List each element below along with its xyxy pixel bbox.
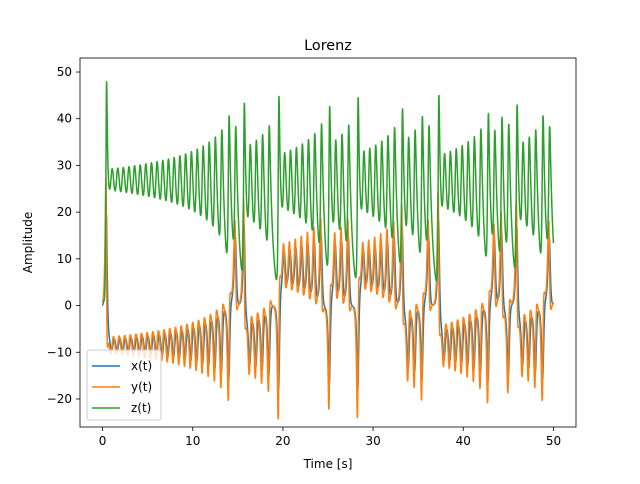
legend-box [86,349,162,421]
legend: x(t) y(t) z(t) [86,349,162,421]
y-tick-label: 10 [57,252,72,266]
y-tick-label: 20 [57,205,72,219]
y-axis-label: Amplitude [21,212,35,274]
x-axis-label: Time [s] [303,457,353,471]
series-line-z [101,81,555,303]
x-tick-label: 50 [546,434,561,448]
y-axis-ticks: −20 −10 0 10 20 30 40 50 [47,65,80,406]
y-tick-label: 0 [64,299,72,313]
y-tick-label: 50 [57,65,72,79]
y-tick-label: −20 [47,392,72,406]
series-line-y [101,177,555,420]
y-tick-label: 40 [57,112,72,126]
y-tick-label: −10 [47,345,72,359]
legend-label: x(t) [131,359,152,373]
x-tick-label: 0 [99,434,107,448]
x-tick-label: 20 [275,434,290,448]
legend-label: z(t) [131,401,151,415]
x-tick-label: 30 [365,434,380,448]
series-layer [101,81,555,420]
legend-label: y(t) [131,380,152,394]
x-tick-label: 10 [185,434,200,448]
x-axis-ticks: 0 10 20 30 40 50 [99,427,561,448]
plot-frame [79,57,577,428]
y-tick-label: 30 [57,158,72,172]
chart-title: Lorenz [304,38,352,54]
x-tick-label: 40 [456,434,471,448]
